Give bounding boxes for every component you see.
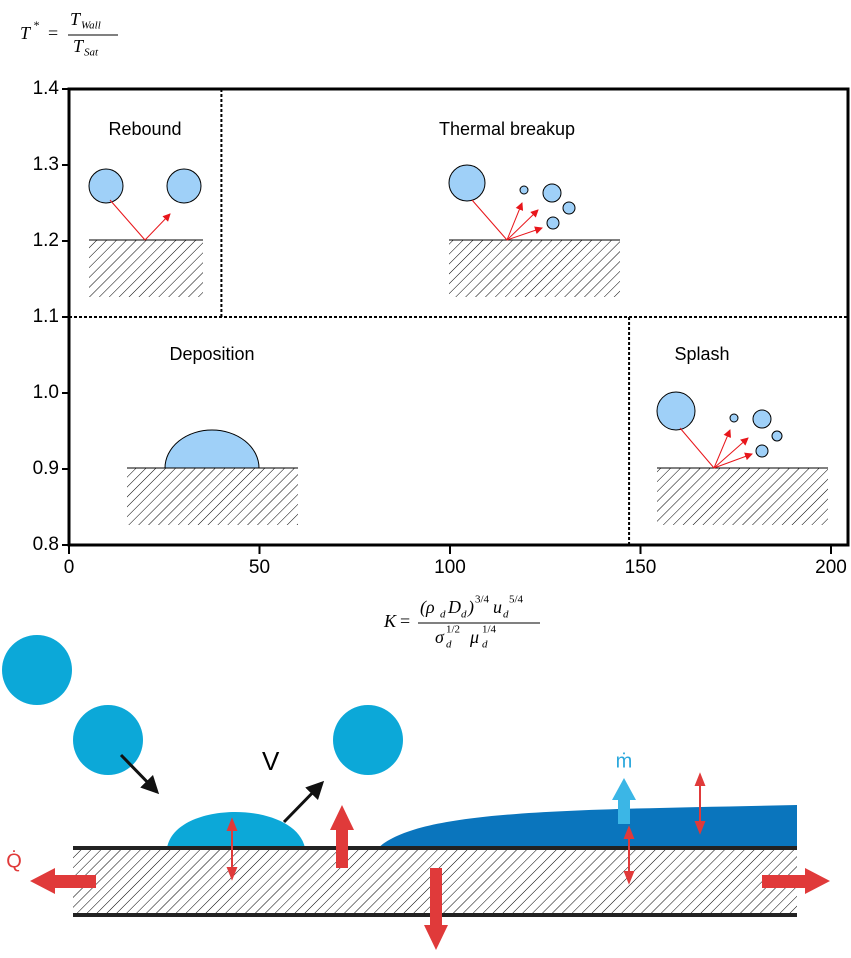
formula-part: d [482,639,488,651]
formula-part: d [446,639,452,651]
formula-part: d [440,609,446,621]
velocity-label: V [262,746,280,776]
formula-part: Wall [81,20,101,32]
y-tick-label: 0.8 [33,534,59,555]
x-tick-label: 100 [434,557,466,578]
x-tick-label: 200 [815,557,847,578]
y-tick-label: 1.0 [33,382,59,403]
formula-part: (ρ [420,597,435,618]
formula-part: T [20,23,32,43]
formula-part: 3/4 [475,594,490,606]
region-label: Deposition [169,344,254,364]
page: {"chart_data": {"type": "regime-map", "y… [0,0,851,958]
formula-part: d [461,609,467,621]
formula-part: σ [435,627,445,647]
formula-part: d [503,609,509,621]
formula-part: 1/2 [446,624,460,636]
formula-part: μ [469,627,479,647]
x-tick-label: 50 [249,557,270,578]
formula-part: ) [467,597,474,618]
formula-part: u [493,597,502,617]
formula-part: * [33,18,39,32]
formula-part: = [400,611,410,631]
formula-part: Sat [84,47,99,59]
region-label: Splash [674,344,729,364]
x-axis-formula: K = (ρ d D d ) 3/4 u d 5/4 σ d 1/2 μ d 1… [383,594,540,651]
figure: T * = T Wall T Sat Rebound Thermal break… [0,0,851,958]
formula-part: 5/4 [509,594,524,606]
formula-part: 1/4 [482,624,497,636]
region-label: Rebound [108,119,181,139]
y-axis-formula: T * = T Wall T Sat [20,9,118,58]
formula-part: = [48,23,58,43]
y-tick-label: 0.9 [33,458,59,479]
y-tick-label: 1.1 [33,306,59,327]
y-tick-label: 1.3 [33,154,59,175]
y-tick-label: 1.2 [33,230,59,251]
y-tick-label: 1.4 [33,78,60,99]
x-tick-label: 150 [625,557,657,578]
mass-flux-label: ṁ [616,750,633,772]
x-tick-label: 0 [64,557,75,578]
heat-flux-label: Q̇ [6,850,22,872]
region-label: Thermal breakup [439,119,575,139]
formula-part: D [447,597,461,617]
wall-illustration [2,635,830,950]
formula-part: K [383,611,397,631]
